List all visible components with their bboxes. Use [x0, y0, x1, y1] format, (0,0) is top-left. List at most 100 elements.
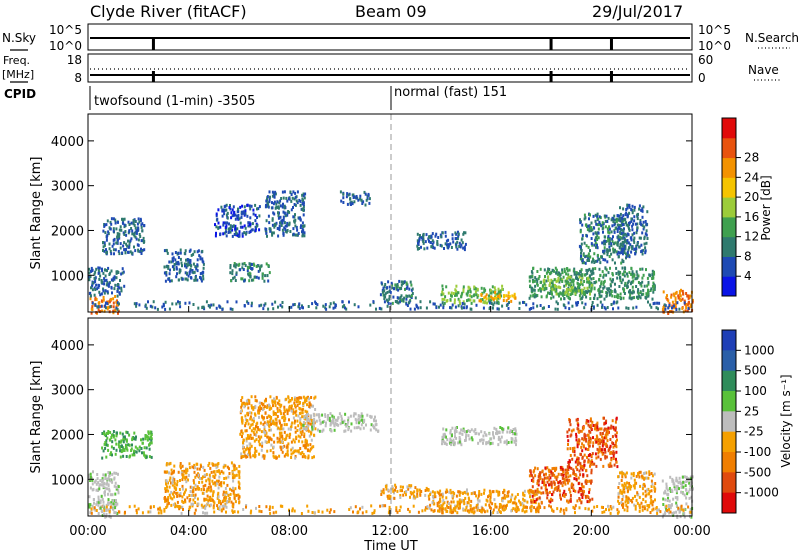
echo-cell [241, 419, 243, 423]
echo-cell [451, 233, 454, 237]
echo-cell [595, 426, 598, 430]
echo-cell [103, 279, 106, 283]
echo-cell [450, 500, 453, 504]
echo-cell [171, 479, 174, 483]
echo-cell [605, 455, 608, 459]
echo-cell [112, 446, 115, 450]
echo-cell [303, 231, 306, 235]
echo-cell [275, 421, 278, 425]
echo-cell [592, 271, 595, 275]
echo-cell [567, 280, 570, 284]
echo-cell [253, 263, 256, 267]
echo-cell [88, 278, 91, 282]
echo-cell [112, 238, 115, 242]
echo-cell [301, 440, 304, 444]
echo-cell [177, 470, 180, 474]
echo-cell [269, 449, 272, 453]
echo-cell [501, 427, 503, 431]
echo-cell [293, 215, 296, 219]
echo-cell [173, 495, 176, 499]
echo-cell [452, 240, 455, 244]
echo-cell [344, 429, 347, 433]
echo-cell [366, 413, 369, 417]
echo-cell [264, 274, 267, 278]
echo-cell [536, 294, 539, 297]
echo-cell [191, 486, 194, 490]
echo-cell [670, 295, 673, 299]
echo-cell [187, 473, 190, 477]
echo-cell [104, 289, 107, 293]
echo-cell [373, 425, 375, 429]
echo-cell [121, 217, 124, 221]
echo-cell [617, 306, 620, 310]
echo-cell [120, 228, 123, 232]
echo-cell [303, 400, 306, 404]
echo-cell [572, 278, 575, 282]
echo-cell [460, 238, 463, 242]
echo-cell [540, 486, 543, 490]
echo-cell [246, 412, 249, 416]
echo-cell [442, 502, 445, 506]
echo-cell [424, 493, 427, 497]
echo-cell [546, 491, 549, 495]
echo-cell [548, 490, 551, 494]
echo-cell [296, 403, 299, 407]
echo-cell [234, 227, 237, 231]
echo-cell [363, 190, 366, 194]
echo-cell [281, 437, 284, 441]
echo-cell [360, 412, 363, 416]
echo-cell [643, 237, 646, 241]
echo-cell [612, 426, 615, 430]
echo-cell [625, 221, 627, 225]
echo-cell [483, 488, 486, 492]
echo-cell [116, 502, 119, 506]
echo-cell [274, 192, 277, 196]
echo-cell [439, 233, 442, 237]
echo-cell [653, 272, 656, 276]
echo-cell [238, 217, 241, 221]
echo-cell [634, 250, 637, 254]
echo-cell [571, 286, 574, 290]
echo-cell [521, 501, 524, 505]
echo-cell [302, 213, 305, 217]
echo-cell [627, 306, 630, 310]
echo-cell [508, 301, 510, 305]
echo-cell [307, 395, 309, 399]
echo-cell [590, 242, 593, 246]
echo-cell [605, 436, 608, 440]
echo-cell [617, 226, 620, 230]
echo-cell [278, 226, 281, 230]
echo-cell [188, 260, 191, 264]
echo-cell [622, 289, 625, 293]
echo-cell [290, 406, 293, 410]
echo-cell [549, 500, 552, 504]
echo-cell [147, 300, 149, 304]
echo-cell [617, 234, 620, 238]
echo-cell [108, 305, 111, 309]
echo-cell [514, 427, 517, 431]
echo-cell [526, 505, 528, 509]
echo-cell [393, 496, 396, 500]
echo-cell [170, 503, 173, 507]
echo-cell [283, 226, 286, 230]
echo-cell [278, 454, 281, 458]
echo-cell [360, 198, 363, 202]
echo-cell [256, 426, 259, 429]
echo-cell [489, 441, 492, 445]
echo-cell [541, 481, 544, 484]
echo-cell [548, 483, 550, 487]
echo-cell [471, 438, 474, 442]
echo-cell [192, 493, 195, 497]
echo-cell [127, 443, 130, 447]
echo-cell [558, 489, 561, 493]
echo-cell [639, 282, 642, 286]
echo-cell [653, 287, 656, 291]
echo-cell [586, 455, 588, 459]
echo-cell [662, 290, 665, 294]
echo-cell [523, 499, 526, 503]
echo-cell [583, 280, 586, 283]
echo-cell [598, 257, 601, 261]
echo-cell [485, 297, 488, 301]
echo-cell [620, 281, 623, 285]
echo-cell [346, 202, 349, 206]
